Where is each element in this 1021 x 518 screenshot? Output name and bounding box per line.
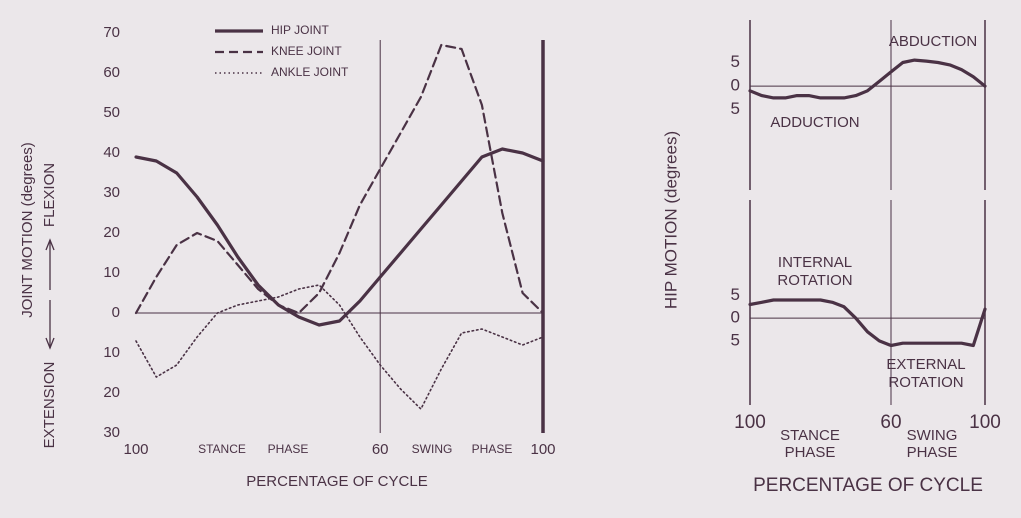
x-tick-label: 60: [372, 441, 389, 458]
annotation: ROTATION: [888, 374, 963, 391]
series-line: [748, 298, 987, 348]
y-tick-label: 0: [731, 308, 740, 327]
phase-label: STANCE: [198, 442, 246, 456]
phase-label: PHASE: [907, 444, 958, 461]
y-tick-label: 70: [103, 24, 120, 41]
legend-label: KNEE JOINT: [271, 44, 342, 58]
phase-label: STANCE: [780, 427, 840, 444]
annotation: ROTATION: [777, 272, 852, 289]
direction-label: EXTENSION: [41, 362, 58, 449]
annotation: EXTERNAL: [886, 356, 965, 373]
y-tick-label: 30: [103, 424, 120, 441]
phase-label: SWING: [907, 427, 958, 444]
annotation: ABDUCTION: [889, 33, 977, 50]
y-tick-label: 5: [731, 285, 740, 304]
x-tick-label: 100: [734, 412, 766, 433]
direction-label: FLEXION: [41, 163, 58, 227]
x-tick-label: 100: [123, 441, 148, 458]
x-tick-label: 100: [969, 412, 1001, 433]
y-tick-label: 10: [103, 344, 120, 361]
y-axis-label: HIP MOTION (degrees): [661, 131, 680, 309]
y-tick-label: 60: [103, 64, 120, 81]
y-tick-label: 5: [731, 330, 740, 349]
phase-label: PHASE: [268, 442, 309, 456]
y-tick-label: 30: [103, 184, 120, 201]
phase-label: PHASE: [785, 444, 836, 461]
series-line: [135, 284, 544, 410]
legend-label: HIP JOINT: [271, 23, 329, 37]
annotation: ADDUCTION: [770, 114, 859, 131]
y-tick-label: 20: [103, 384, 120, 401]
y-axis-label: JOINT MOTION (degrees): [19, 142, 36, 318]
phase-label: SWING: [412, 442, 453, 456]
phase-label: PHASE: [472, 442, 513, 456]
annotation: INTERNAL: [778, 254, 852, 271]
x-tick-label: 100: [530, 441, 555, 458]
series-line: [748, 58, 987, 100]
x-tick-label: 60: [880, 412, 901, 433]
y-tick-label: 5: [731, 52, 740, 71]
x-axis-label: PERCENTAGE OF CYCLE: [246, 473, 427, 490]
y-tick-label: 0: [112, 304, 120, 321]
series-line: [134, 147, 545, 327]
y-tick-label: 10: [103, 264, 120, 281]
y-tick-label: 50: [103, 104, 120, 121]
y-tick-label: 20: [103, 224, 120, 241]
y-tick-label: 40: [103, 144, 120, 161]
x-axis-label: PERCENTAGE OF CYCLE: [753, 475, 983, 496]
y-tick-label: 0: [731, 76, 740, 95]
y-tick-label: 5: [731, 99, 740, 118]
arrow-head: [45, 238, 55, 350]
series-line: [134, 43, 545, 315]
legend-label: ANKLE JOINT: [271, 65, 349, 79]
